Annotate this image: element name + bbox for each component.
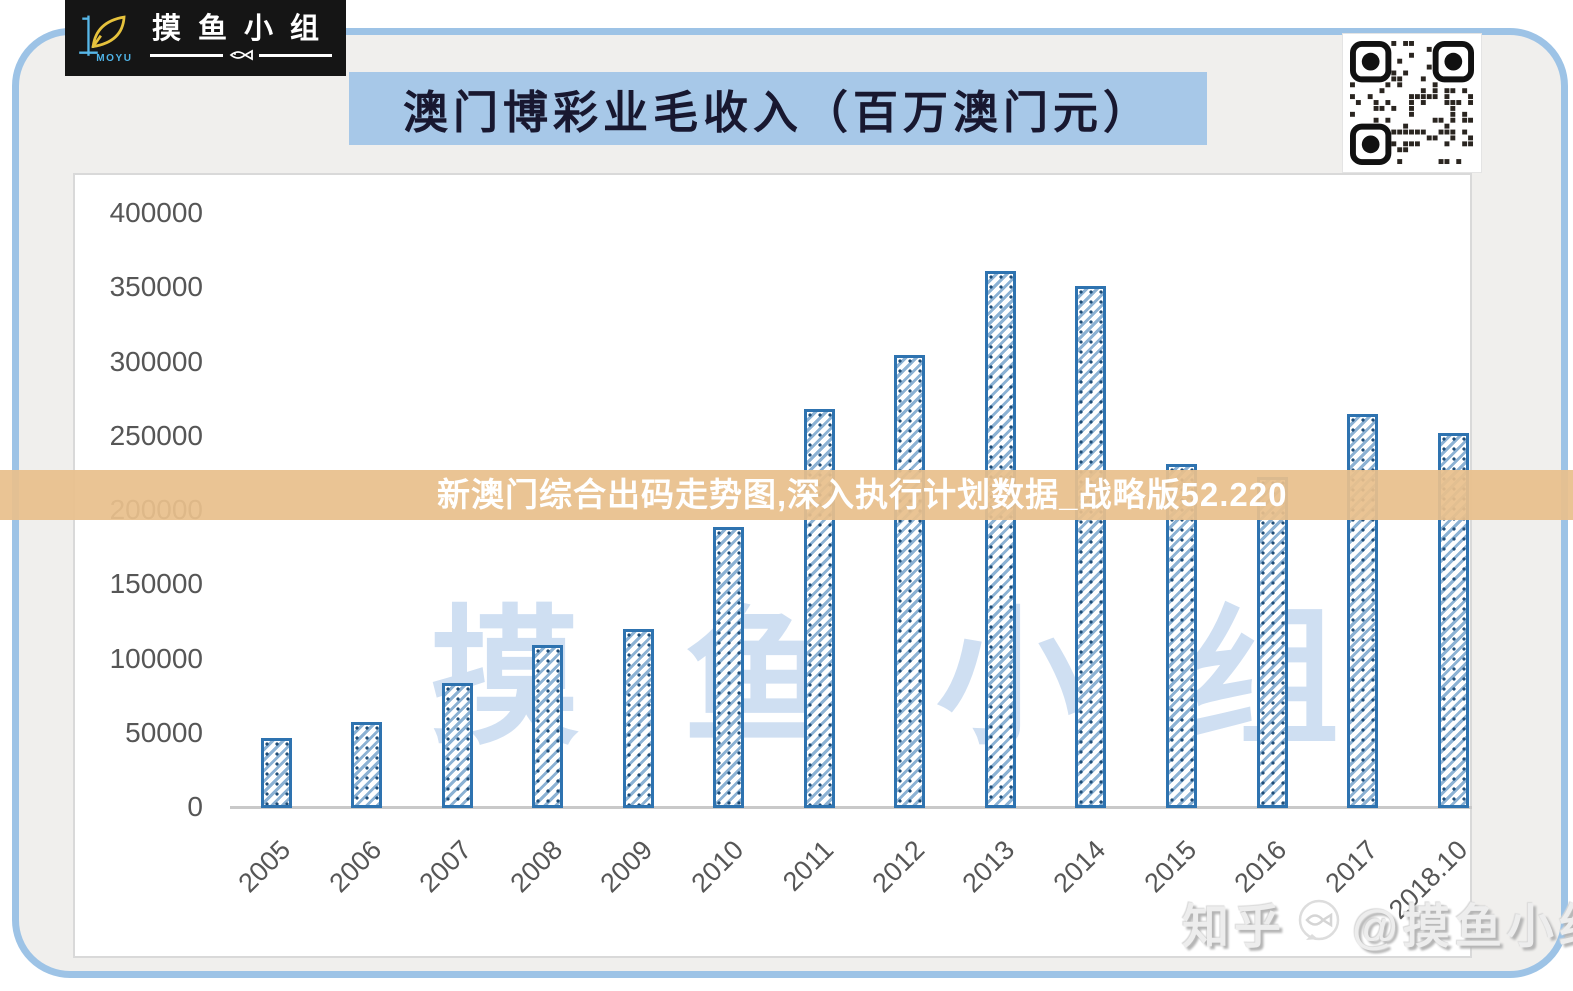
- bar-2008: [532, 645, 564, 808]
- overlay-banner-text: 新澳门综合出码走势图,深入执行计划数据_战略版52.220: [437, 476, 1288, 513]
- brand-name-cn: 摸鱼小组: [151, 12, 336, 45]
- bar-2007: [441, 683, 473, 808]
- x-axis-label: 2014: [1047, 834, 1112, 899]
- y-axis-tick-label: 400000: [109, 197, 203, 228]
- y-axis-tick-label: 350000: [109, 271, 203, 303]
- y-axis-tick-label: 150000: [109, 568, 203, 600]
- x-axis-label: 2008: [504, 834, 568, 899]
- qr-code: [1342, 33, 1482, 173]
- fish-bubble-icon: [1298, 899, 1340, 940]
- bar-2012: [894, 355, 926, 808]
- y-axis-tick-label: 100000: [109, 642, 203, 674]
- y-axis-tick-label: 50000: [125, 716, 203, 748]
- bottom-right-watermark: 知乎 @摸鱼小组: [1182, 888, 1573, 957]
- bar-2006: [351, 722, 383, 808]
- x-axis-label: 2012: [866, 834, 931, 899]
- x-axis-label: 2010: [685, 834, 750, 899]
- x-axis-label: 2007: [413, 834, 478, 899]
- moyu-fish-logo-icon: MOYU: [79, 15, 132, 64]
- title-banner: 澳门博彩业毛收入（百万澳门元）: [349, 72, 1207, 145]
- bar-2013: [984, 271, 1016, 808]
- brand-underline: [146, 48, 336, 62]
- y-axis-tick-label: 0: [187, 791, 203, 822]
- brand-logo-box: MOYU 摸鱼小组: [65, 0, 346, 76]
- x-axis-label: 2005: [232, 834, 297, 899]
- chart-panel: 摸鱼小组 40000035000030000025000020000015000…: [73, 173, 1474, 958]
- bar-2014: [1075, 286, 1107, 808]
- overlay-banner-strip: 新澳门综合出码走势图,深入执行计划数据_战略版52.220: [0, 470, 1573, 520]
- x-axis-label: 2006: [323, 834, 387, 899]
- bar-chart-plot: 4000003500003000002500002000001500001000…: [75, 175, 1474, 956]
- watermark-handle: @摸鱼小组: [1352, 900, 1573, 953]
- x-axis-line: [230, 806, 1472, 809]
- center-watermark: 摸鱼小组: [430, 594, 1443, 762]
- bar-2015: [1166, 464, 1197, 808]
- bar-2010: [713, 527, 745, 808]
- x-axis-label: 2011: [777, 834, 840, 897]
- fish-icon: [229, 49, 253, 61]
- bar-2016: [1256, 477, 1288, 808]
- bar-2005: [260, 738, 292, 808]
- bar-2009: [622, 629, 654, 808]
- svg-text:MOYU: MOYU: [96, 53, 132, 64]
- y-axis-tick-label: 300000: [109, 345, 203, 377]
- x-axis-label: 2013: [956, 834, 1021, 899]
- y-axis-tick-label: 250000: [109, 419, 203, 451]
- x-axis-label: 2009: [594, 834, 659, 899]
- page-title: 澳门博彩业毛收入（百万澳门元）: [402, 87, 1153, 138]
- watermark-prefix: 知乎: [1182, 900, 1286, 953]
- qr-code-pattern: [1350, 41, 1474, 165]
- bar-2011: [803, 409, 835, 808]
